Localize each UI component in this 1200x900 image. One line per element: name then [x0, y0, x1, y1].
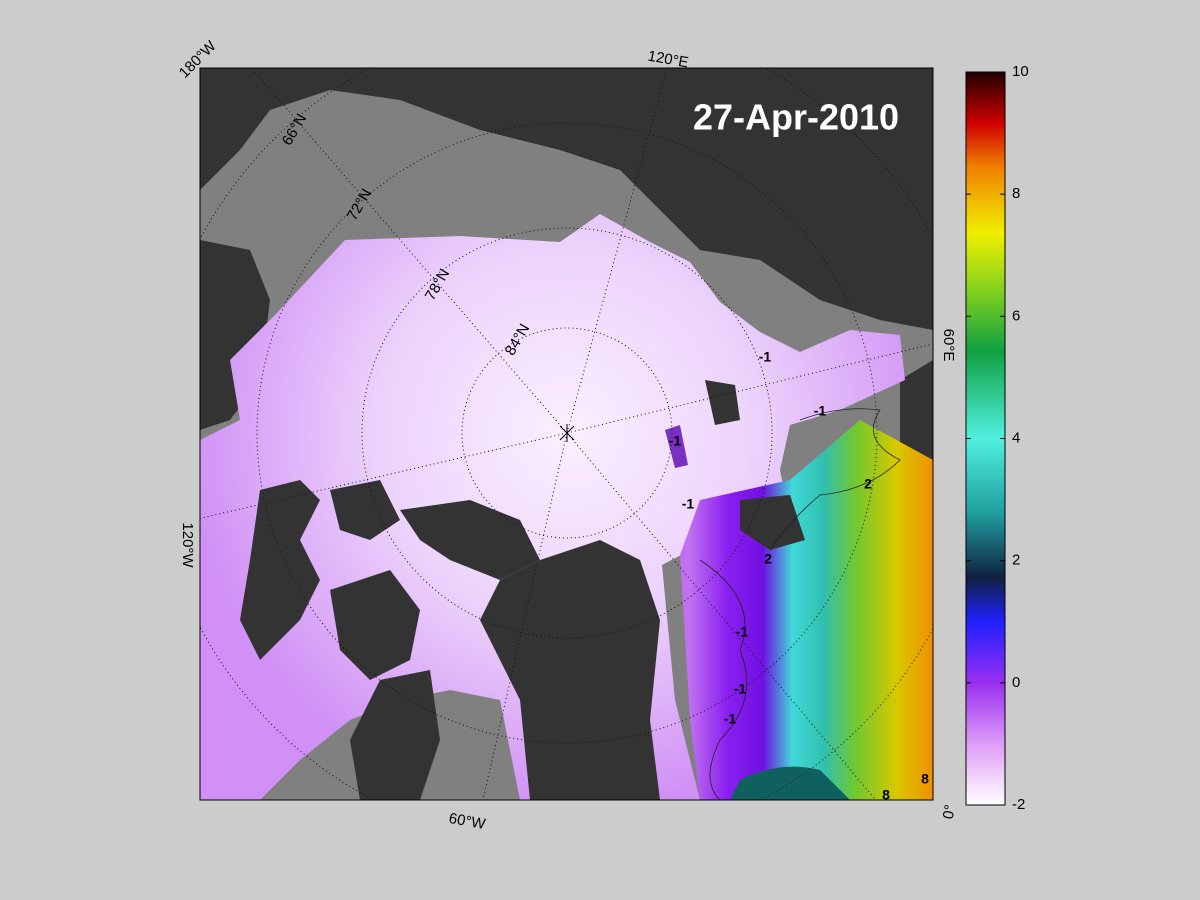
longitude-label: 60°W: [447, 810, 487, 833]
colorbar-tick-label: 2: [1012, 552, 1020, 569]
colorbar-tick-label: 0: [1012, 674, 1020, 691]
island: [350, 670, 440, 800]
contour-label: -1: [736, 624, 749, 640]
colorbar-tick-label: -2: [1012, 796, 1025, 813]
colorbar: [965, 71, 1006, 806]
land-east: [900, 360, 933, 470]
colorbar-tick-label: 8: [1012, 185, 1020, 202]
contour-line: [699, 559, 748, 800]
longitude-label: 60°E: [940, 329, 957, 362]
contour-label: -1: [669, 433, 682, 449]
contour-label: -1: [759, 349, 772, 365]
colorbar-tick-label: 4: [1012, 429, 1020, 446]
contour-label: -1: [724, 711, 737, 727]
contour-label: -1: [734, 681, 747, 697]
longitude-label: 0°: [940, 803, 959, 820]
greenland: [480, 540, 660, 800]
contour-label: -1: [814, 403, 827, 419]
contour-label: 8: [882, 787, 890, 803]
map-area: -1 -1 -1 -1 -1 -1 -1 2 2 8 8 27-Apr-2010…: [200, 68, 933, 803]
longitude-label: 120°W: [179, 522, 196, 568]
longitude-label: 120°E: [646, 48, 689, 72]
island: [330, 480, 400, 540]
contour-label: 8: [921, 771, 929, 787]
land-north: [200, 68, 933, 330]
svalbard: [705, 380, 740, 425]
contour-line: [769, 408, 901, 551]
ice-patch: [665, 425, 688, 468]
contour-label: 2: [764, 551, 772, 567]
island: [330, 570, 420, 680]
colorbar-tick-label: 6: [1012, 307, 1020, 324]
graticule: [200, 68, 933, 800]
island: [740, 495, 805, 550]
island: [240, 480, 320, 660]
colorbar-tick-label: 10: [1012, 63, 1029, 80]
island: [400, 500, 540, 580]
date-label: 27-Apr-2010: [693, 97, 899, 138]
map-frame: [199, 67, 934, 801]
contour-label: 2: [864, 476, 872, 492]
contour-label: -1: [682, 496, 695, 512]
